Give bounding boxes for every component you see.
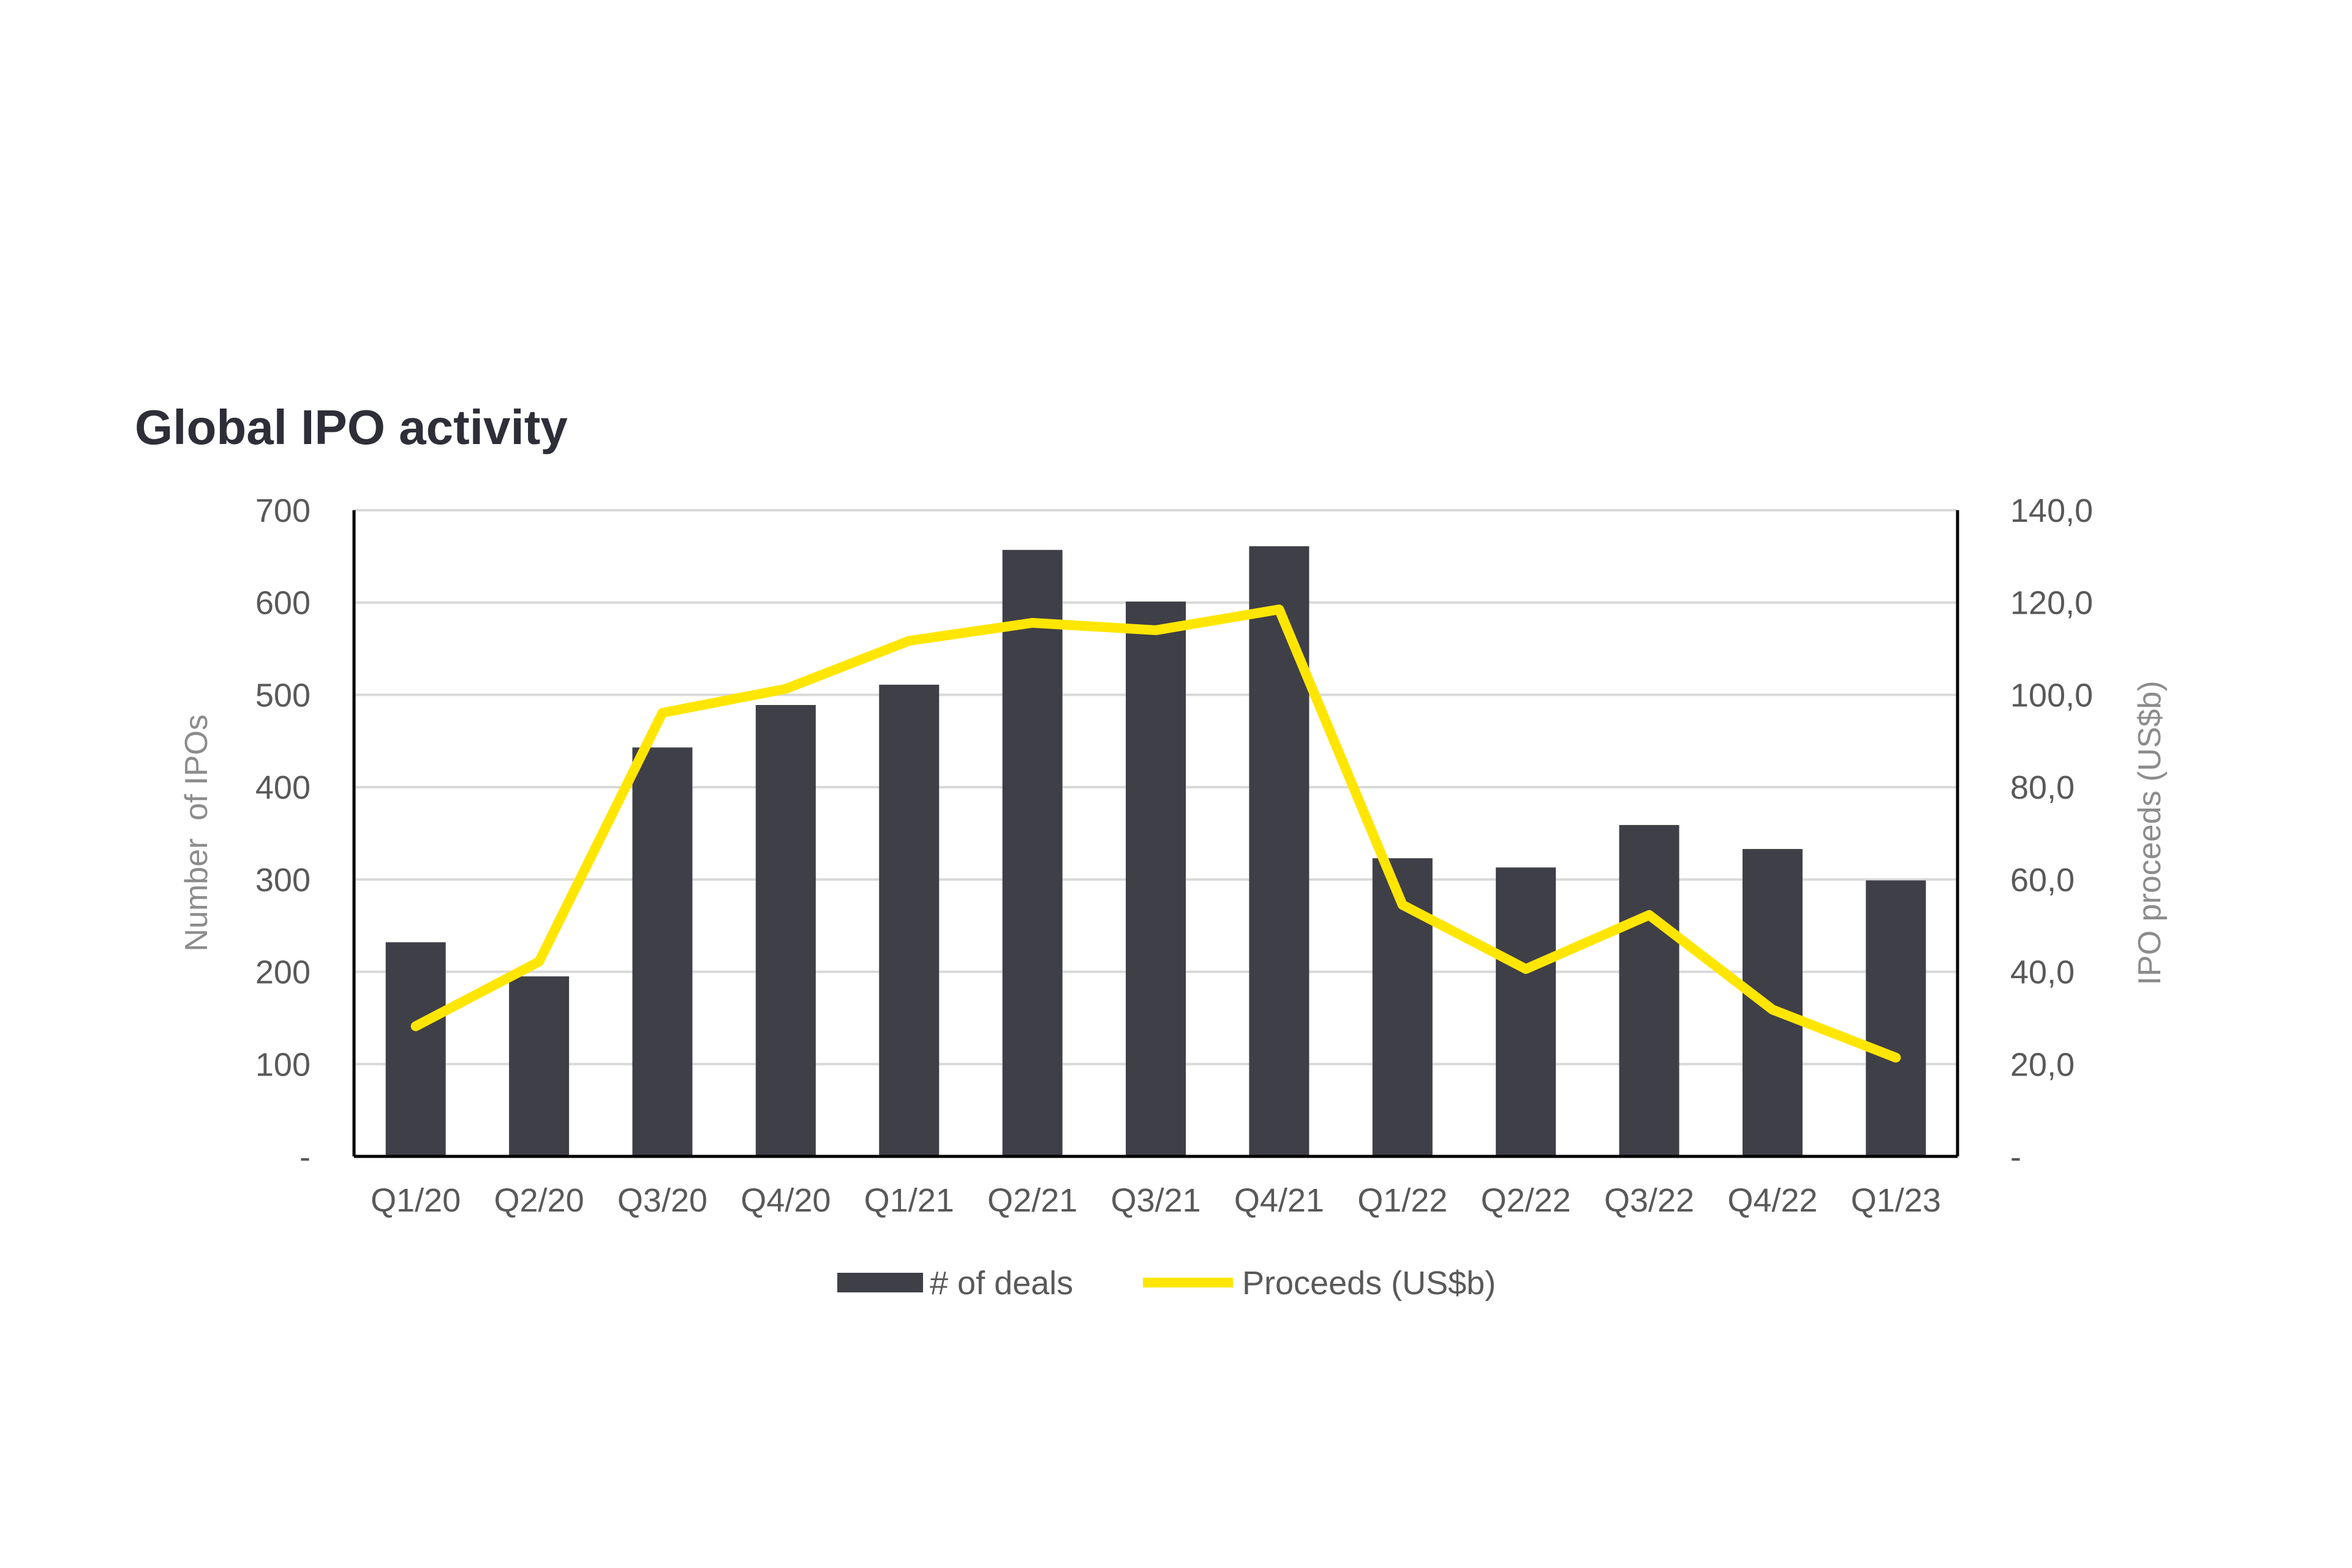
y2-tick-label: - — [2010, 1139, 2021, 1175]
left-axis-ticks: - 100 200 300 400 500 600 700 — [255, 492, 311, 1175]
bar-Q4/20 — [755, 705, 816, 1156]
y2-tick-label: 140,0 — [2010, 492, 2093, 529]
right-axis-ticks: - 20,0 40,0 60,0 80,0 100,0 120,0 140,0 — [2010, 492, 2093, 1175]
y2-tick-label: 80,0 — [2010, 769, 2075, 806]
bar-Q2/22 — [1496, 867, 1556, 1156]
x-tick-label: Q3/21 — [1110, 1182, 1200, 1219]
x-tick-label: Q2/20 — [494, 1182, 584, 1219]
bar-Q3/20 — [632, 747, 693, 1156]
legend: # of deals Proceeds (US$b) — [837, 1265, 1496, 1302]
x-tick-label: Q2/22 — [1481, 1182, 1571, 1219]
y-tick-label: 300 — [255, 862, 311, 899]
y-tick-label: 100 — [255, 1046, 311, 1083]
bar-Q1/23 — [1866, 880, 1926, 1156]
bar-Q4/21 — [1249, 546, 1310, 1156]
bar-Q1/21 — [879, 684, 940, 1156]
y2-tick-label: 20,0 — [2010, 1046, 2075, 1083]
chart-title: Global IPO activity — [135, 400, 568, 454]
y2-tick-label: 40,0 — [2010, 954, 2075, 991]
x-tick-label: Q1/23 — [1851, 1182, 1941, 1219]
x-tick-label: Q4/22 — [1727, 1182, 1817, 1219]
bars — [385, 546, 1926, 1156]
bar-Q2/21 — [1002, 549, 1063, 1156]
x-tick-label: Q4/21 — [1234, 1182, 1324, 1219]
y-tick-label: 400 — [255, 769, 311, 806]
y-tick-label: 200 — [255, 954, 311, 991]
bar-Q3/21 — [1126, 601, 1186, 1156]
x-tick-label: Q1/21 — [864, 1182, 954, 1219]
x-tick-label: Q3/22 — [1604, 1182, 1694, 1219]
x-tick-label: Q1/20 — [371, 1182, 461, 1219]
x-tick-label: Q1/22 — [1357, 1182, 1447, 1219]
legend-swatch-deals — [837, 1273, 923, 1292]
right-axis-label: IPO proceeds (US$b) — [2132, 680, 2168, 985]
legend-label-deals: # of deals — [930, 1265, 1073, 1302]
axes — [352, 510, 1959, 1158]
bar-Q3/22 — [1619, 824, 1679, 1156]
y-tick-label: 500 — [255, 677, 311, 714]
y2-tick-label: 100,0 — [2010, 677, 2093, 714]
left-axis-label: Number of IPOs — [179, 714, 214, 951]
bar-Q2/20 — [509, 976, 570, 1156]
bar-Q1/20 — [385, 942, 446, 1156]
x-tick-label: Q2/21 — [987, 1182, 1077, 1219]
y2-tick-label: 60,0 — [2010, 862, 2075, 899]
bar-Q4/22 — [1742, 849, 1803, 1156]
legend-label-proceeds: Proceeds (US$b) — [1242, 1265, 1496, 1302]
x-axis-ticks: Q1/20 Q2/20 Q3/20 Q4/20 Q1/21 Q2/21 Q3/21 Q4/21… — [371, 1182, 1941, 1219]
proceeds-line — [410, 605, 1901, 1063]
y2-tick-label: 120,0 — [2010, 585, 2093, 622]
x-tick-label: Q3/20 — [617, 1182, 707, 1219]
y-tick-label: - — [300, 1139, 311, 1175]
y-tick-label: 700 — [255, 492, 311, 529]
proceeds-series-line — [410, 605, 1901, 1063]
x-tick-label: Q4/20 — [741, 1182, 831, 1219]
y-tick-label: 600 — [255, 585, 311, 622]
